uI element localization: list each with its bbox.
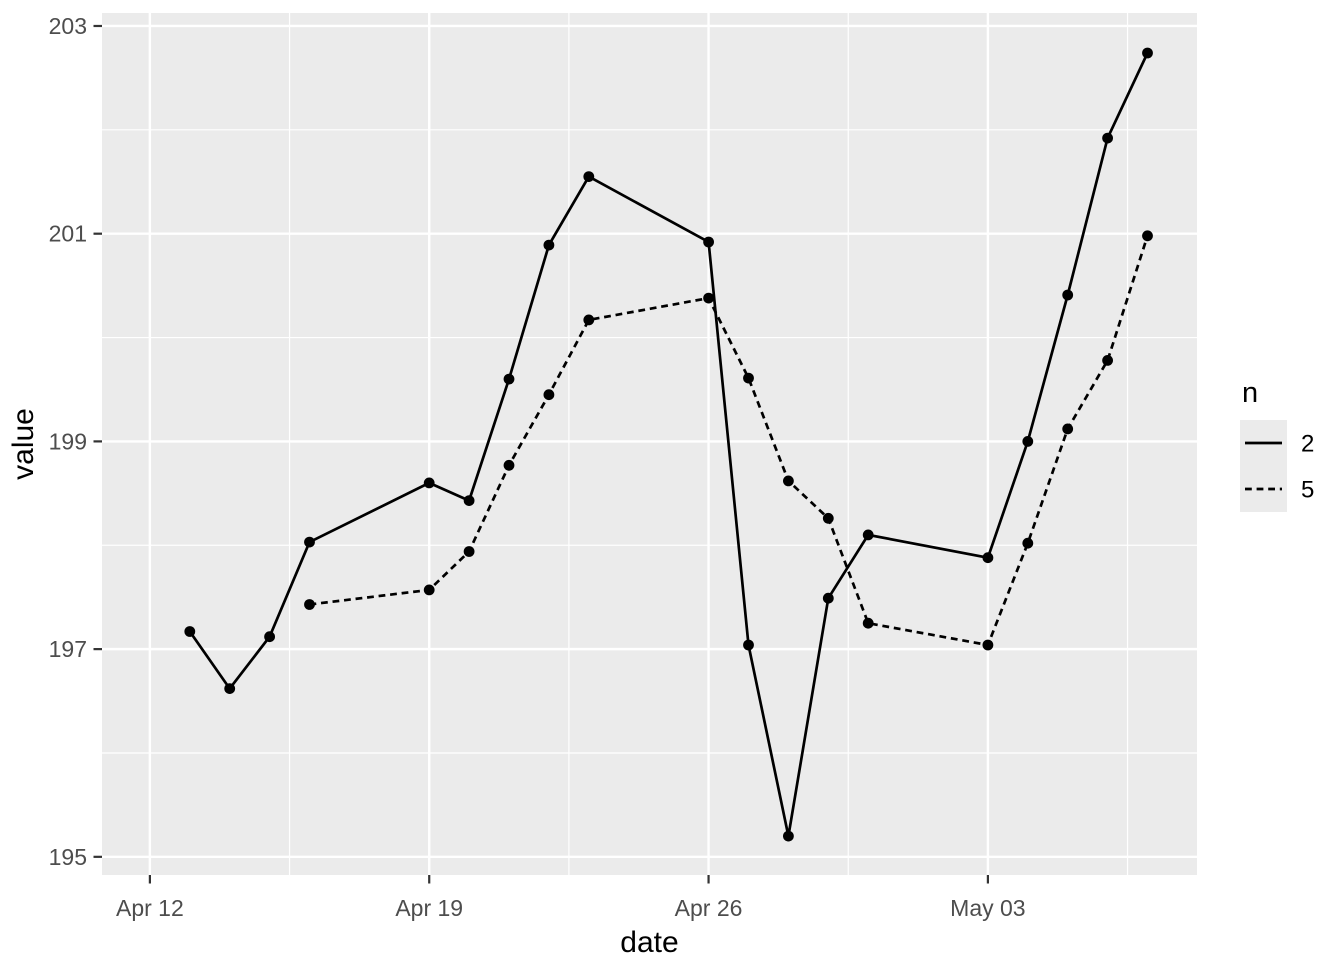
series-5-points <box>304 230 1153 651</box>
x-tick-label: Apr 12 <box>116 895 184 921</box>
series-5-line <box>309 235 1149 647</box>
x-tick-label: Apr 19 <box>395 895 463 921</box>
x-axis-tick-labels: Apr 12 Apr 19 Apr 26 May 03 <box>116 895 1026 921</box>
y-tick-label: 201 <box>49 221 87 247</box>
legend-key-5: 5 <box>1240 466 1314 512</box>
y-tick-label: 203 <box>49 13 87 39</box>
y-tick-label: 195 <box>49 844 87 870</box>
legend-key-2: 2 <box>1240 420 1314 466</box>
grid-major <box>102 13 1197 875</box>
legend-label: 5 <box>1301 477 1314 504</box>
y-tick-label: 197 <box>49 636 87 662</box>
axis-tick-marks <box>93 24 989 884</box>
series-2-points <box>184 47 1153 842</box>
x-tick-label: Apr 26 <box>675 895 743 921</box>
y-axis-tick-labels: 195 197 199 201 203 <box>49 13 87 870</box>
legend-title: n <box>1242 377 1258 409</box>
x-axis-title: date <box>620 926 678 959</box>
plot-panel <box>102 13 1197 875</box>
y-axis-title: value <box>7 408 40 480</box>
legend-label: 2 <box>1301 431 1314 458</box>
y-tick-label: 199 <box>49 428 87 454</box>
grid-minor <box>102 13 1197 875</box>
x-tick-label: May 03 <box>950 895 1025 921</box>
legend: n 2 5 <box>1240 377 1314 512</box>
